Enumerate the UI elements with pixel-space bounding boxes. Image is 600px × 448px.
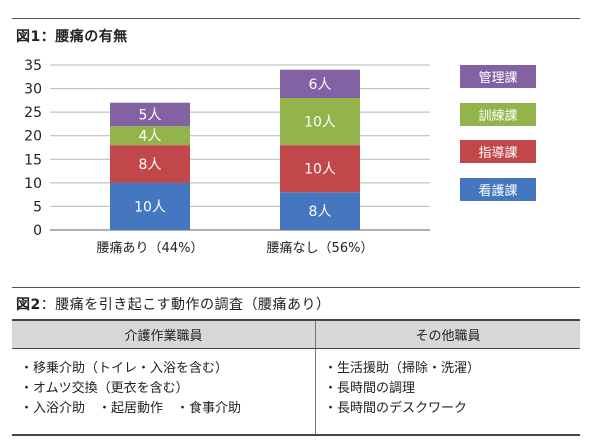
bar-segment [110, 126, 190, 146]
bar-segment [280, 192, 360, 230]
other-staff-item: ・長時間のデスクワーク [324, 401, 468, 416]
figure1-title-text: 腰痛の有無 [55, 29, 128, 45]
other-staff-item: ・長時間の調理 [324, 381, 416, 396]
bar-segment [110, 145, 190, 183]
y-tick-label: 0 [33, 223, 42, 239]
top-rule [12, 18, 580, 19]
data-label: 10人 [304, 115, 336, 131]
chart-legend: 管理課訓練課指導課看護課 [460, 65, 536, 215]
figure2-title-text: 腰痛を引き起こす動作の調査（腰痛あり） [55, 297, 331, 313]
middle-rule [12, 287, 580, 288]
bar-segment [280, 145, 360, 193]
care-staff-item: ・オムツ交換（更衣を含む） [20, 381, 189, 396]
data-label: 4人 [139, 129, 162, 145]
table-header-other-staff: その他職員 [315, 319, 580, 349]
data-label: 10人 [304, 162, 336, 178]
bar-segment [110, 182, 190, 230]
care-staff-item: ・移乗介助（トイレ・入浴を含む） [20, 361, 229, 376]
data-label: 10人 [134, 199, 166, 215]
legend-item: 訓練課 [460, 102, 536, 126]
legend-item: 指導課 [460, 140, 536, 163]
data-label: 8人 [309, 204, 332, 220]
y-tick-label: 20 [24, 129, 42, 145]
work-motion-table: 介護作業職員 その他職員 ・移乗介助（トイレ・入浴を含む） ・オムツ交換（更衣を… [12, 319, 580, 436]
other-staff-item: ・生活援助（掃除・洗濯） [324, 361, 481, 376]
care-staff-item: ・入浴介助 ・起居動作 ・食事介助 [20, 401, 242, 416]
data-label: 6人 [309, 77, 332, 93]
x-tick-label: 腰痛あり（44%） [97, 240, 204, 256]
figure2-number: 図2 [16, 297, 41, 313]
bar-segment [280, 98, 360, 146]
figure1-title: 図1：腰痛の有無 [16, 29, 128, 45]
table-header-care-staff: 介護作業職員 [12, 319, 316, 349]
y-tick-label: 15 [24, 152, 42, 168]
bar-segment [280, 69, 360, 98]
legend-item: 看護課 [460, 177, 536, 201]
figure1-number: 図1 [16, 29, 41, 45]
legend-item: 管理課 [460, 65, 536, 88]
data-label: 8人 [139, 157, 162, 173]
y-tick-label: 25 [24, 105, 42, 121]
y-tick-label: 35 [24, 58, 42, 74]
bar-segment [110, 102, 190, 127]
y-tick-label: 30 [24, 82, 42, 98]
data-label: 5人 [139, 108, 162, 124]
x-tick-label: 腰痛なし（56%） [267, 240, 374, 256]
y-tick-label: 10 [24, 176, 42, 192]
y-tick-label: 5 [33, 199, 42, 215]
figure2-title: 図2：腰痛を引き起こす動作の調査（腰痛あり） [16, 297, 331, 313]
other-staff-cell: ・生活援助（掃除・洗濯） ・長時間の調理 ・長時間のデスクワーク [315, 348, 580, 436]
care-staff-cell: ・移乗介助（トイレ・入浴を含む） ・オムツ交換（更衣を含む） ・入浴介助 ・起居… [12, 348, 316, 436]
